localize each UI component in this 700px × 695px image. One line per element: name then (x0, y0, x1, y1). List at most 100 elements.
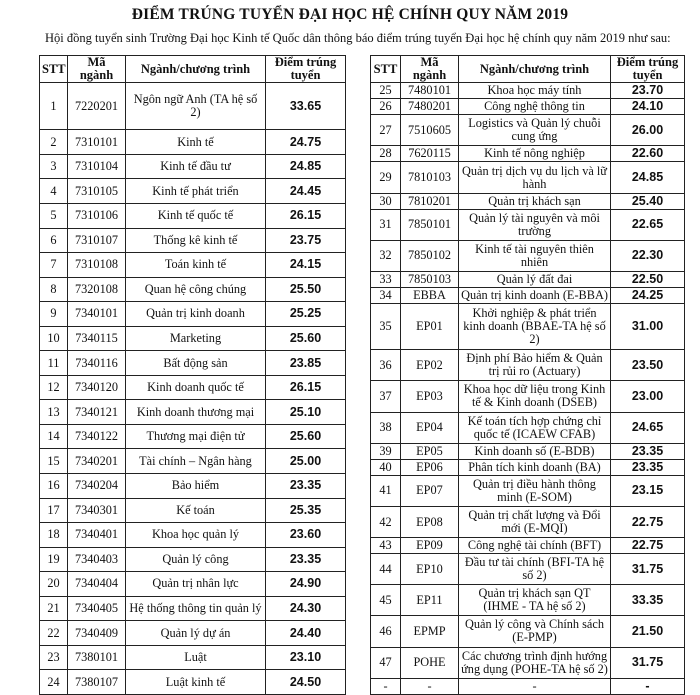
table-row: 43 EP09 Công nghệ tài chính (BFT) 22.75 (370, 537, 685, 555)
row-program: Kế toán (125, 497, 266, 524)
row-program: Luật (125, 644, 266, 671)
row-program: Kinh tế tài nguyên thiên nhiên (458, 239, 611, 272)
table-row: 22 7340409 Quản lý dự án 24.40 (39, 620, 346, 646)
row-code: 7850101 (400, 208, 459, 241)
table-row: 42 EP08 Quản trị chất lượng và Đổi mới (E-… (370, 505, 685, 539)
row-score: 22.60 (610, 145, 685, 163)
row-stt: 35 (370, 303, 401, 351)
row-score: 24.90 (265, 571, 346, 597)
table-row: 2 7310101 Kinh tế 24.75 (39, 129, 346, 155)
row-stt: 9 (39, 301, 68, 327)
row-code: 7810201 (400, 192, 459, 210)
row-stt: 24 (39, 669, 68, 695)
row-code: 7310106 (67, 202, 126, 229)
row-stt: 31 (370, 208, 401, 241)
row-stt: 5 (39, 202, 68, 229)
row-program: Quản trị nhân lực (125, 571, 266, 597)
row-code: EP10 (400, 553, 459, 586)
table-row: 46 EPMP Quản lý công và Chính sách (E-PMP)… (370, 615, 685, 648)
table-row: 33 7850103 Quản lý đất đai 22.50 (370, 270, 685, 289)
row-code: EP09 (400, 537, 459, 555)
header-program: Ngành/chương trình (125, 55, 266, 83)
table-row: 35 EP01 Khởi nghiệp & phát triển kinh doan… (370, 303, 685, 351)
row-score: 24.45 (265, 178, 346, 204)
row-score: 24.50 (265, 669, 346, 695)
row-code: EP11 (400, 584, 459, 617)
row-stt: 44 (370, 553, 401, 586)
table-row: 32 7850102 Kinh tế tài nguyên thiên nhiên 2… (370, 239, 685, 272)
row-score: 23.10 (265, 644, 346, 671)
row-program: Kinh doanh quốc tế (125, 374, 266, 401)
table-row: 14 7340122 Thương mại điện tử 25.60 (39, 423, 346, 450)
row-score: 25.10 (265, 399, 346, 425)
row-code: 7340115 (67, 325, 126, 352)
row-program: Thống kê kinh tế (125, 227, 266, 254)
table-row: 40 EP06 Phân tích kinh doanh (BA) 23.35 (370, 458, 685, 476)
table-row: 27 7510605 Logistics và Quản lý chuỗi cung… (370, 114, 685, 147)
row-stt: 18 (39, 522, 68, 548)
row-score: - (610, 677, 685, 695)
table-row: 18 7340401 Khoa học quản lý 23.60 (39, 522, 346, 548)
header-score: Điểm trúng tuyển (265, 55, 346, 83)
row-program: Bất động sản (125, 350, 266, 376)
row-stt: 30 (370, 192, 401, 210)
row-program: Quản lý công (125, 546, 266, 573)
row-program: Kinh tế đầu tư (125, 153, 266, 180)
row-code: EP02 (400, 349, 459, 382)
row-score: 25.50 (265, 276, 346, 303)
table-row: 10 7340115 Marketing 25.60 (39, 325, 346, 352)
row-score: 23.35 (610, 458, 685, 476)
row-program: Định phí Bảo hiểm & Quản trị rủi ro (Act… (458, 349, 611, 382)
row-program: Quản trị kinh doanh (125, 301, 266, 327)
table-row: 16 7340204 Bảo hiểm 23.35 (39, 473, 346, 499)
table-row: 41 EP07 Quản trị điều hành thông minh (E-S… (370, 474, 685, 507)
header-stt: STT (370, 55, 401, 83)
row-score: 24.10 (610, 98, 685, 116)
row-program: Công nghệ tài chính (BFT) (458, 537, 611, 555)
row-stt: 16 (39, 473, 68, 499)
table-row: 44 EP10 Đầu tư tài chính (BFI-TA hệ số 2) 3… (370, 553, 685, 586)
row-stt: 33 (370, 270, 401, 289)
row-score: 25.35 (265, 497, 346, 524)
row-score: 25.40 (610, 192, 685, 210)
row-stt: 4 (39, 178, 68, 204)
row-stt: 36 (370, 349, 401, 382)
row-score: 25.25 (265, 301, 346, 327)
row-program: Bảo hiểm (125, 473, 266, 499)
table-row: 1 7220201 Ngôn ngữ Anh (TA hệ số 2) 33.65 (39, 81, 346, 131)
row-score: 23.85 (265, 350, 346, 376)
row-program: Quản trị khách sạn (458, 192, 611, 210)
row-code: EP03 (400, 380, 459, 413)
table-row: 5 7310106 Kinh tế quốc tế 26.15 (39, 202, 346, 229)
row-score: 33.65 (265, 81, 346, 131)
row-score: 23.00 (610, 380, 685, 413)
row-program: Ngôn ngữ Anh (TA hệ số 2) (125, 81, 266, 131)
row-stt: 42 (370, 505, 401, 539)
row-score: 24.85 (610, 161, 685, 194)
row-program: Hệ thống thông tin quản lý (125, 595, 266, 622)
row-program: Luật kinh tế (125, 669, 266, 695)
row-stt: 20 (39, 571, 68, 597)
table-row: 15 7340201 Tài chính – Ngân hàng 25.00 (39, 448, 346, 474)
row-score: 25.00 (265, 448, 346, 474)
row-score: 31.75 (610, 553, 685, 586)
row-code: 7380101 (67, 644, 126, 671)
row-score: 24.30 (265, 595, 346, 622)
row-program: Kinh tế (125, 129, 266, 155)
row-code: 7310104 (67, 153, 126, 180)
row-program: - (458, 677, 611, 695)
row-program: Quản trị điều hành thông minh (E-SOM) (458, 474, 611, 507)
row-program: Toán kinh tế (125, 252, 266, 278)
row-code: 7310108 (67, 252, 126, 278)
row-code: 7340101 (67, 301, 126, 327)
header-program: Ngành/chương trình (458, 55, 611, 83)
table-row: 12 7340120 Kinh doanh quốc tế 26.15 (39, 374, 346, 401)
row-stt: 27 (370, 114, 401, 147)
row-stt: 17 (39, 497, 68, 524)
row-program: Tài chính – Ngân hàng (125, 448, 266, 474)
row-program: Đầu tư tài chính (BFI-TA hệ số 2) (458, 553, 611, 586)
row-program: Khoa học máy tính (458, 81, 611, 100)
row-code: 7310105 (67, 178, 126, 204)
table-row: 17 7340301 Kế toán 25.35 (39, 497, 346, 524)
row-program: Các chương trình định hướng ứng dụng (PO… (458, 646, 611, 679)
